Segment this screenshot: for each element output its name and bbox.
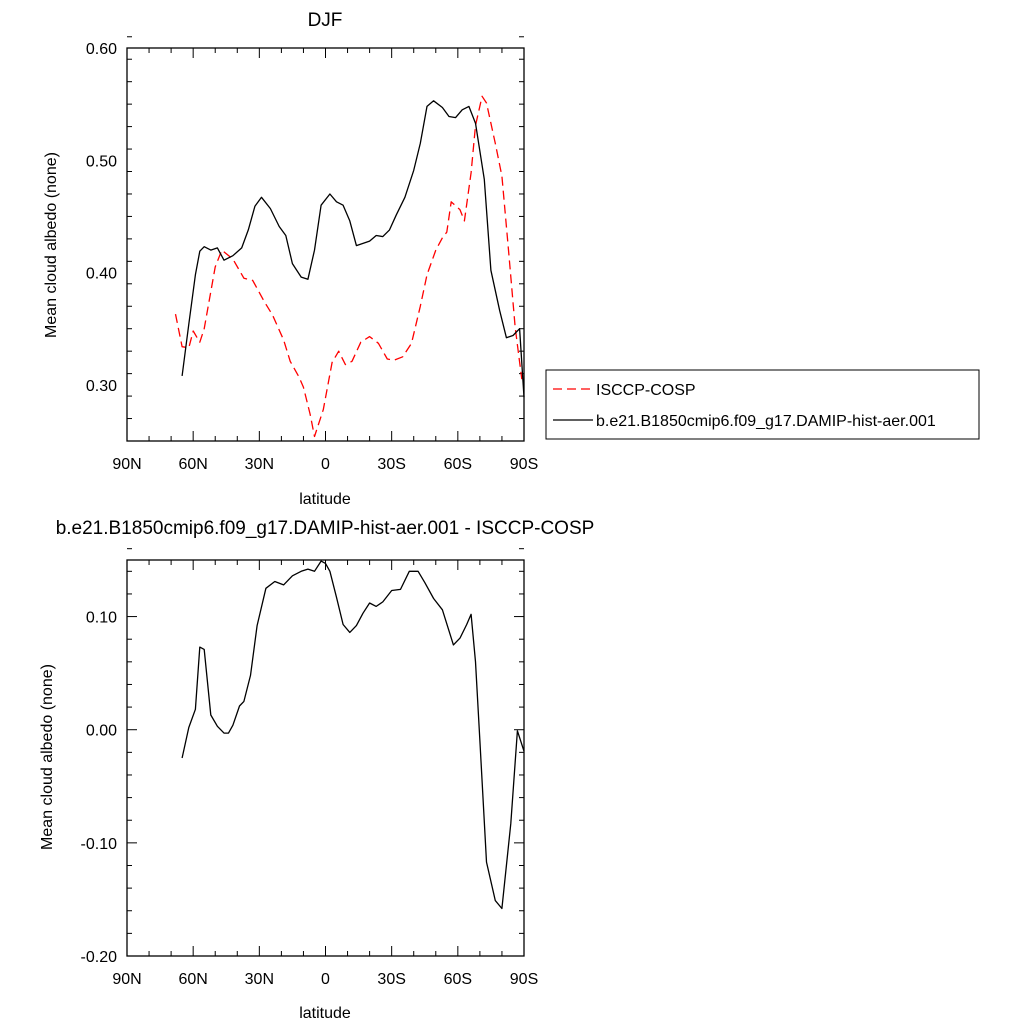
x-tick-label: 0: [321, 456, 330, 473]
chart-bottom-x-axis-label: latitude: [299, 1005, 351, 1022]
x-tick-label: 30S: [377, 971, 405, 988]
legend-label-model: b.e21.B1850cmip6.f09_g17.DAMIP-hist-aer.…: [596, 413, 936, 430]
chart-bottom-y-axis-label: Mean cloud albedo (none): [39, 664, 56, 850]
x-tick-label: 60N: [178, 456, 207, 473]
chart-bottom-ticks: [126, 548, 525, 957]
chart-top-y-axis-label: Mean cloud albedo (none): [43, 152, 60, 338]
x-tick-label: 60N: [178, 971, 207, 988]
legend: ISCCP-COSP b.e21.B1850cmip6.f09_g17.DAMI…: [545, 369, 980, 440]
chart-top-x-tick-labels: 90N 60N 30N 0 30S 60S 90S: [112, 456, 538, 473]
y-tick-label: 0.00: [86, 723, 117, 740]
chart-top: DJF 90N 60N 30N 0 30S 60S 90S 0.60 0.50 0.40 0.30…: [43, 10, 538, 508]
y-tick-label: 0.10: [86, 610, 117, 627]
chart-top-frame: [126, 47, 525, 442]
y-tick-label: 0.50: [86, 153, 117, 170]
y-tick-label: -0.10: [81, 836, 118, 853]
chart-bottom-y-tick-labels: 0.10 0.00 -0.10 -0.20: [81, 610, 118, 966]
chart-top-title: DJF: [308, 10, 343, 31]
series-line-isccp-cosp: [174, 95, 523, 438]
series-line-model: [181, 100, 525, 398]
y-tick-label: 0.60: [86, 41, 117, 58]
x-tick-label: 90S: [510, 456, 538, 473]
x-tick-label: 30N: [245, 971, 274, 988]
series-line-difference: [181, 560, 525, 910]
x-tick-label: 90S: [510, 971, 538, 988]
x-tick-label: 90N: [112, 456, 141, 473]
chart-bottom-x-tick-labels: 90N 60N 30N 0 30S 60S 90S: [112, 971, 538, 988]
x-tick-label: 90N: [112, 971, 141, 988]
x-tick-label: 30N: [245, 456, 274, 473]
chart-bottom: b.e21.B1850cmip6.f09_g17.DAMIP-hist-aer.…: [39, 518, 594, 1022]
chart-top-ticks: [126, 36, 525, 442]
chart-top-x-axis-label: latitude: [299, 491, 351, 508]
legend-label-isccp-cosp: ISCCP-COSP: [596, 382, 696, 399]
chart-bottom-series: [181, 560, 525, 910]
legend-box: [545, 369, 980, 440]
chart-top-series: [174, 95, 525, 438]
chart-top-y-tick-labels: 0.60 0.50 0.40 0.30: [86, 41, 117, 395]
x-tick-label: 60S: [444, 456, 472, 473]
y-tick-label: 0.30: [86, 378, 117, 395]
y-tick-label: 0.40: [86, 266, 117, 283]
chart-bottom-title: b.e21.B1850cmip6.f09_g17.DAMIP-hist-aer.…: [56, 518, 595, 539]
x-tick-label: 60S: [444, 971, 472, 988]
y-tick-label: -0.20: [81, 949, 118, 966]
x-tick-label: 0: [321, 971, 330, 988]
chart-bottom-frame: [126, 559, 525, 957]
x-tick-label: 30S: [377, 456, 405, 473]
